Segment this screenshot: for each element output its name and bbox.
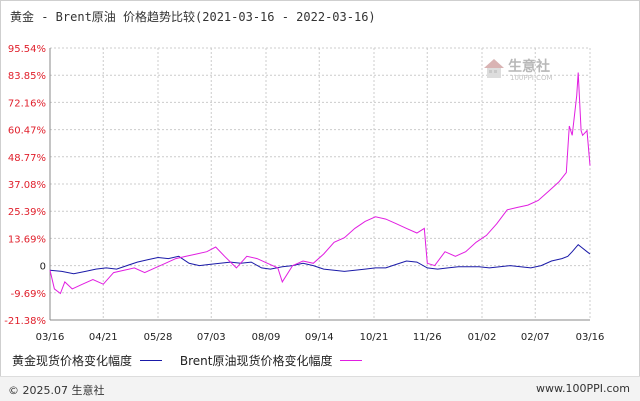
x-tick-label: 04/21 <box>89 332 118 343</box>
gold-price-line <box>49 244 591 275</box>
x-tick-label: 02/07 <box>521 332 550 343</box>
house-icon <box>484 59 504 78</box>
legend-label-brent: Brent原油现货价格变化幅度 <box>179 354 333 368</box>
legend-label-gold: 黄金现货价格变化幅度 <box>12 354 133 368</box>
legend-swatch-gold <box>140 360 163 361</box>
brent-price-line <box>49 72 591 295</box>
y-tick-label: -9.69% <box>11 289 46 300</box>
y-tick-label: 83.85% <box>8 71 46 82</box>
x-tick-label: 08/09 <box>252 332 281 343</box>
y-tick-label: 60.47% <box>8 126 46 137</box>
x-tick-label: 05/28 <box>144 332 173 343</box>
y-tick-label: 13.69% <box>8 234 46 245</box>
y-tick-label: 72.16% <box>8 98 46 109</box>
watermark-subtext: 100PPI.COM <box>510 74 553 82</box>
chart-legend: 黄金现货价格变化幅度 Brent原油现货价格变化幅度 <box>12 352 376 369</box>
footer-site-link[interactable]: www.100PPI.com <box>536 382 630 395</box>
x-tick-label: 03/16 <box>36 332 65 343</box>
y-tick-label: 25.39% <box>8 207 46 218</box>
y-tick-label: 37.08% <box>8 180 46 191</box>
chart-title: 黄金 - Brent原油 价格趋势比较(2021-03-16 - 2022-03… <box>10 10 376 24</box>
x-tick-label: 01/02 <box>468 332 497 343</box>
x-tick-label: 10/21 <box>360 332 389 343</box>
legend-item-gold: 黄金现货价格变化幅度 <box>12 352 163 369</box>
legend-swatch-brent <box>340 360 363 361</box>
footer-copyright: © 2025.07 生意社 <box>8 384 105 397</box>
x-tick-label: 11/26 <box>413 332 442 343</box>
legend-item-brent: Brent原油现货价格变化幅度 <box>180 352 363 369</box>
footer-bar: © 2025.07 生意社 www.100PPI.com <box>0 376 640 401</box>
y-tick-label: -21.38% <box>4 316 46 327</box>
y-tick-label: 0 <box>40 262 46 273</box>
y-tick-label: 48.77% <box>8 153 46 164</box>
x-tick-label: 07/03 <box>197 332 226 343</box>
x-tick-label: 09/14 <box>305 332 334 343</box>
watermark-text: 生意社 <box>508 59 550 75</box>
watermark-logo: 生意社 100PPI.COM <box>482 56 553 84</box>
y-tick-label: 95.54% <box>8 44 46 55</box>
x-tick-label: 03/16 <box>576 332 605 343</box>
